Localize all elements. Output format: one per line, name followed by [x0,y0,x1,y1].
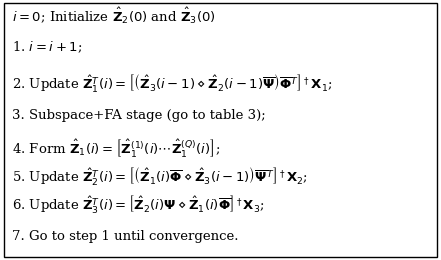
Text: 7. Go to step 1 until convergence.: 7. Go to step 1 until convergence. [12,230,239,243]
Text: 2. Update $\hat{\mathbf{Z}}_1^T(i) = \left[\left(\hat{\mathbf{Z}}_3(i-1) \diamon: 2. Update $\hat{\mathbf{Z}}_1^T(i) = \le… [12,73,333,95]
Text: $i = 0$; Initialize $\hat{\mathbf{Z}}_2(0)$ and $\hat{\mathbf{Z}}_3(0)$: $i = 0$; Initialize $\hat{\mathbf{Z}}_2(… [12,5,216,26]
Text: 1. $i = i + 1$;: 1. $i = i + 1$; [12,40,82,55]
Text: 3. Subspace+FA stage (go to table 3);: 3. Subspace+FA stage (go to table 3); [12,109,266,122]
Text: 5. Update $\hat{\mathbf{Z}}_2^T(i) = \left[\left(\hat{\mathbf{Z}}_1(i)\overline{: 5. Update $\hat{\mathbf{Z}}_2^T(i) = \le… [12,165,308,187]
Text: 6. Update $\hat{\mathbf{Z}}_3^T(i) = \left[\hat{\mathbf{Z}}_2(i)\boldsymbol{\Psi: 6. Update $\hat{\mathbf{Z}}_3^T(i) = \le… [12,193,265,216]
Text: 4. Form $\hat{\mathbf{Z}}_1(i) = \left[\hat{\mathbf{Z}}_1^{(1)}(i) \cdots \hat{\: 4. Form $\hat{\mathbf{Z}}_1(i) = \left[\… [12,137,220,159]
FancyBboxPatch shape [4,3,437,257]
